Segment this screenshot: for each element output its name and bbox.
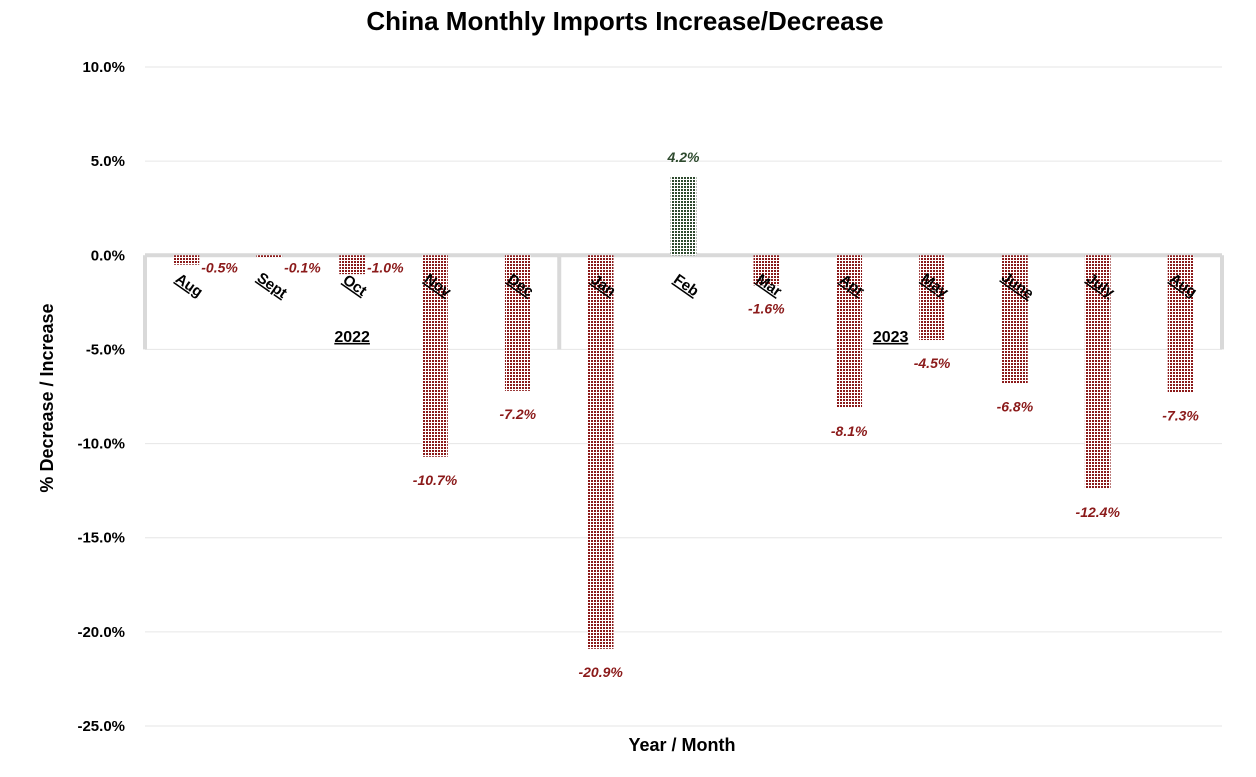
data-label: -7.3% <box>1162 408 1199 424</box>
year-label: 2023 <box>873 329 909 346</box>
bar <box>256 255 283 258</box>
data-label: -1.0% <box>367 259 404 275</box>
bar <box>504 255 531 391</box>
data-label: -0.1% <box>284 259 321 275</box>
year-group-labels: 2022 2023 <box>334 329 908 346</box>
data-label: 4.2% <box>667 149 700 165</box>
y-tick-label: -15.0% <box>77 530 125 547</box>
bar <box>670 176 697 256</box>
y-tick-label: 0.0% <box>91 247 125 264</box>
y-tick-label: -10.0% <box>77 436 125 453</box>
data-label: -4.5% <box>914 355 951 371</box>
bar <box>1167 255 1194 393</box>
data-label: -7.2% <box>500 406 537 422</box>
x-axis-title: Year / Month <box>628 735 735 755</box>
x-tick-label: Feb <box>670 271 702 300</box>
x-axis-categories: Aug Sept Oct Nov Dec Jan Feb Mar Apr May June July A… <box>172 269 1200 303</box>
bars <box>173 176 1194 649</box>
bar <box>173 255 200 265</box>
bar <box>1084 255 1111 489</box>
gridlines <box>145 66 1222 727</box>
y-tick-label: -25.0% <box>77 718 125 735</box>
bar <box>1002 255 1028 384</box>
x-tick-label: Oct <box>340 271 370 299</box>
bar <box>836 255 863 408</box>
data-label: -6.8% <box>997 398 1034 414</box>
data-label: -1.6% <box>748 300 785 316</box>
bar <box>422 255 448 457</box>
bar <box>753 255 780 286</box>
bar <box>587 255 614 649</box>
chart-title: China Monthly Imports Increase/Decrease <box>366 6 883 36</box>
y-axis-title: % Decrease / Increase <box>37 303 57 492</box>
data-label: -10.7% <box>413 472 458 488</box>
y-axis-ticks: 10.0% 5.0% 0.0% -5.0% -10.0% -15.0% -20.0% -25.… <box>77 59 125 735</box>
y-tick-label: -20.0% <box>77 624 125 641</box>
data-label: -12.4% <box>1076 504 1121 520</box>
bar <box>919 255 945 341</box>
bar <box>339 255 365 275</box>
data-label: -8.1% <box>831 423 868 439</box>
y-tick-label: -5.0% <box>86 341 125 358</box>
y-tick-label: 5.0% <box>91 153 125 170</box>
y-tick-label: 10.0% <box>82 59 125 76</box>
data-labels: -0.5% -0.1% -1.0% -10.7% -7.2% -20.9% 4.2% -1.6… <box>201 149 1199 680</box>
data-label: -0.5% <box>201 259 238 275</box>
year-label: 2022 <box>334 329 370 346</box>
data-label: -20.9% <box>578 664 623 680</box>
